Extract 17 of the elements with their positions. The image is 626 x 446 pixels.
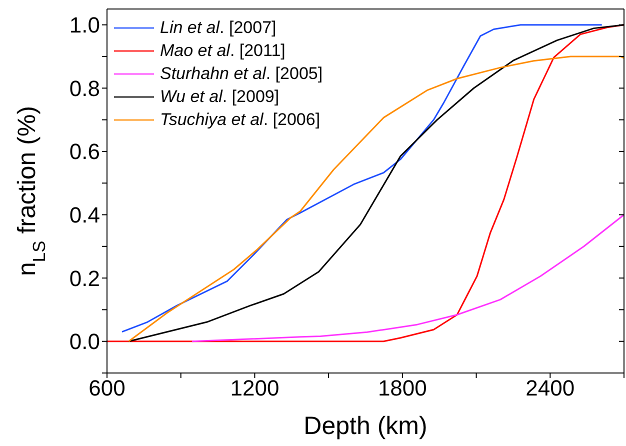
line-series [191, 214, 624, 342]
legend-label: Sturhahn et al. [2005] [160, 63, 323, 85]
legend-label: Mao et al. [2011] [160, 40, 286, 62]
y-tick-label: 0.8 [69, 76, 100, 101]
y-tick-label: 0.0 [69, 329, 100, 354]
x-tick-label: 2400 [526, 376, 575, 401]
x-axis-title: Depth (km) [304, 412, 428, 440]
legend-label: Wu et al. [2009] [160, 86, 280, 108]
legend-label: Lin et al. [2007] [160, 17, 276, 39]
y-tick-label: 1.0 [69, 12, 100, 38]
y-tick-label: 0.4 [69, 202, 100, 228]
x-tick-label: 1200 [230, 376, 280, 401]
y-tick-label: 0.2 [69, 266, 100, 291]
y-tick-label: 0.6 [69, 139, 100, 164]
x-tick-label: 600 [88, 376, 126, 401]
x-tick-label: 1800 [378, 376, 427, 401]
legend-label: Tsuchiya et al. [2006] [160, 109, 320, 131]
